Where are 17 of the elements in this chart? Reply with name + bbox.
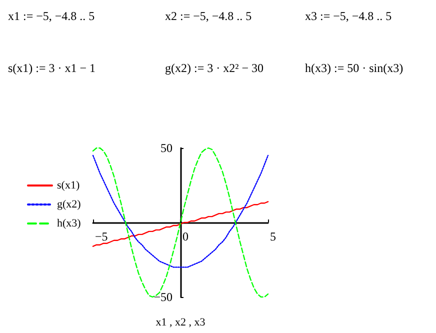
x-axis-title: x1 , x2 , x3 bbox=[156, 316, 206, 328]
legend-label: h(x3) bbox=[57, 218, 82, 230]
text: x2 := −5, −4.8 .. 5 bbox=[165, 9, 252, 23]
x-tick-label: −5 bbox=[95, 230, 108, 244]
text: x1 := −5, −4.8 .. 5 bbox=[8, 9, 95, 23]
x-tick-label: 0 bbox=[182, 230, 188, 244]
text: h(x3) := 50 · sin(x3) bbox=[305, 61, 404, 75]
text: s(x1) := 3 · x1 − 1 bbox=[8, 61, 96, 75]
y-tick-label: −50 bbox=[154, 290, 172, 304]
text: g(x2) := 3 · x2² − 30 bbox=[165, 61, 264, 75]
text: x3 := −5, −4.8 .. 5 bbox=[305, 9, 392, 23]
line-series bbox=[92, 201, 269, 247]
legend-label: s(x1) bbox=[57, 180, 80, 192]
legend-label: g(x2) bbox=[57, 198, 82, 210]
line-series bbox=[92, 154, 269, 268]
y-tick-label: 50 bbox=[160, 141, 172, 155]
x-tick-label: 5 bbox=[270, 230, 276, 244]
